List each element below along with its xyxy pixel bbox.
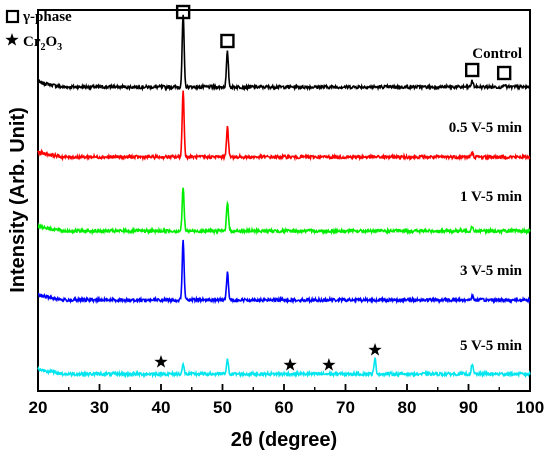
x-axis-title: 2θ (degree)	[231, 429, 337, 451]
series-label-4: 5 V-5 min	[460, 338, 523, 354]
series-labels: Control 0.5 V-5 min 1 V-5 min 3 V-5 min 5 V-…	[449, 46, 523, 354]
series-line-0	[37, 14, 531, 92]
x-axis: 20 30 40 50 60 70 80 90 100	[29, 384, 544, 417]
gamma-phase-marker-icon	[175, 4, 191, 20]
series-lines	[37, 14, 531, 379]
cr2o3-marker-icon	[283, 358, 297, 371]
series-label-3: 3 V-5 min	[460, 263, 523, 279]
series-line-4	[37, 357, 531, 379]
gamma-phase-marker-icon	[496, 65, 512, 81]
cr2o3-marker-icon	[368, 343, 382, 356]
gamma-phase-marker-icon	[464, 62, 480, 78]
legend-cr2o3-label: Cr2O3	[23, 34, 62, 53]
series-line-2	[37, 187, 531, 236]
series-label-2: 1 V-5 min	[460, 189, 523, 205]
y-axis-title: Intensity (Arb. Unit)	[7, 107, 29, 293]
legend-gamma-phase-label: γ-phase	[22, 9, 72, 25]
x-tick-label-100: 100	[516, 398, 544, 417]
x-tick-label-50: 50	[213, 398, 232, 417]
gamma-phase-marker-icon	[220, 33, 235, 49]
x-tick-label-40: 40	[152, 398, 171, 417]
series-line-3	[38, 239, 531, 305]
x-tick-label-70: 70	[336, 398, 355, 417]
legend-square-icon	[5, 9, 20, 24]
legend-star-icon	[5, 33, 19, 46]
series-label-1: 0.5 V-5 min	[449, 120, 523, 136]
peak-markers	[154, 4, 512, 371]
x-tick-label-20: 20	[29, 398, 48, 417]
plot-frame	[37, 9, 531, 392]
x-tick-label-80: 80	[398, 398, 417, 417]
series-line-1	[37, 90, 531, 162]
x-tick-label-30: 30	[90, 398, 109, 417]
legend: γ-phase Cr2O3	[5, 9, 72, 53]
cr2o3-marker-icon	[322, 358, 336, 371]
cr2o3-marker-icon	[154, 355, 168, 368]
x-tick-label-60: 60	[275, 398, 294, 417]
series-label-0: Control	[472, 46, 522, 62]
x-tick-label-90: 90	[459, 398, 478, 417]
